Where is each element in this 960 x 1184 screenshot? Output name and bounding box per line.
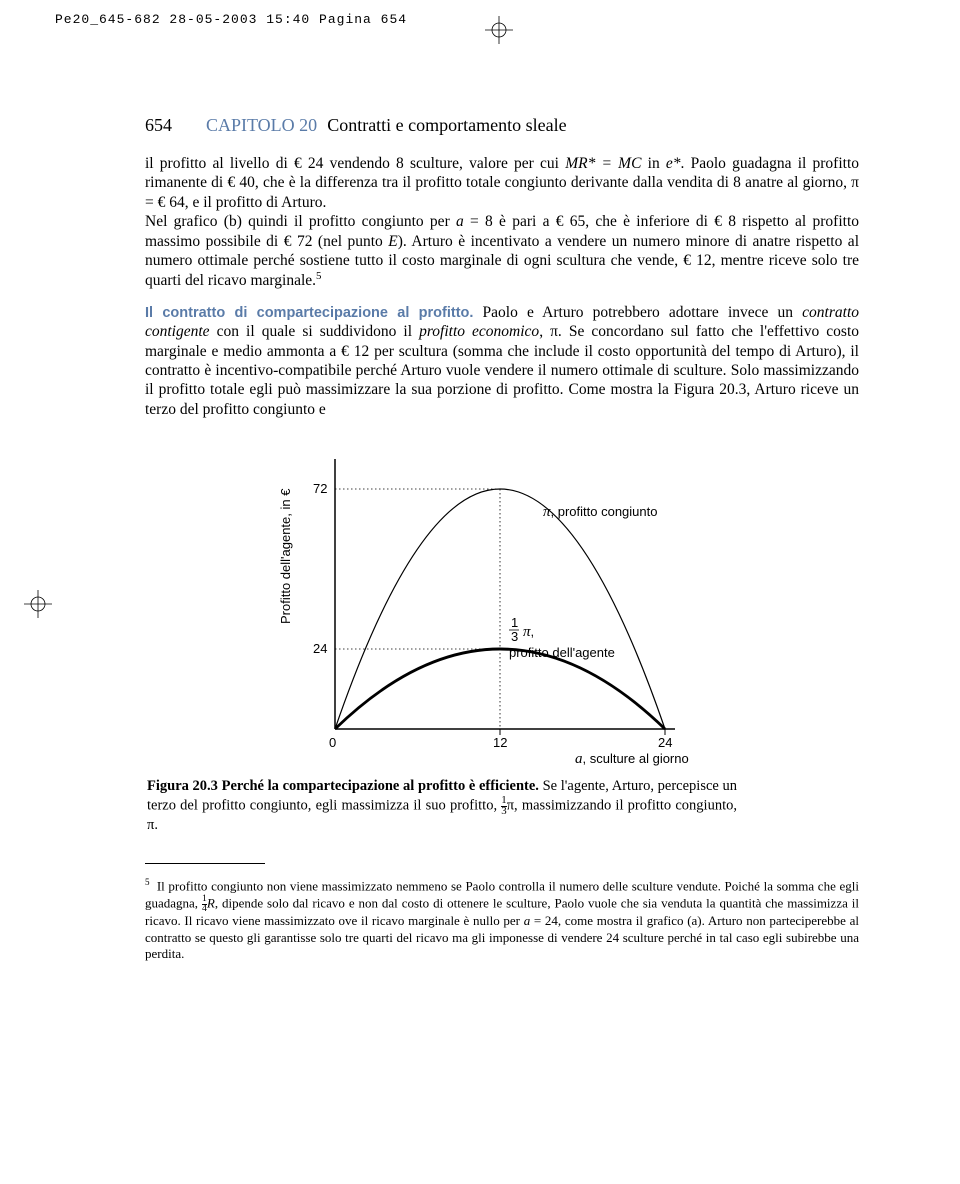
curve-bot-frac-den: 3: [511, 629, 518, 644]
ytick-24: 24: [313, 641, 327, 656]
xtick-0: 0: [329, 735, 336, 750]
curve-bot-pi: π,: [523, 624, 534, 640]
registration-mark-left-icon: [24, 590, 52, 618]
figure-caption: Figura 20.3 Perché la compartecipazione …: [145, 777, 739, 835]
chapter-label: CAPITOLO 20: [206, 115, 317, 136]
paragraph-3: Il contratto di compartecipazione al pro…: [145, 303, 859, 419]
y-axis-label: Profitto dell'agente, in €: [278, 488, 293, 624]
registration-mark-top-icon: [485, 16, 513, 44]
paragraph-2: Nel grafico (b) quindi il profitto congi…: [145, 212, 859, 291]
curve-bot-frac-num: 1: [511, 615, 518, 630]
xtick-12: 12: [493, 735, 507, 750]
curve-bot-label: profitto dell'agente: [509, 645, 615, 660]
profit-chart: Profitto dell'agente, in € 72 24 0 12 24…: [265, 449, 735, 769]
xtick-24: 24: [658, 735, 672, 750]
subheading: Il contratto di compartecipazione al pro…: [145, 305, 473, 321]
footnote-rule: [145, 863, 265, 864]
ytick-72: 72: [313, 481, 327, 496]
x-axis-label: a, sculture al giorno: [575, 751, 689, 767]
page-header: 654 CAPITOLO 20 Contratti e comportament…: [145, 115, 859, 136]
figure-20-3: Profitto dell'agente, in € 72 24 0 12 24…: [265, 449, 859, 835]
page-number: 654: [145, 115, 172, 136]
curve-top-label: π, profitto congiunto: [543, 504, 657, 520]
crop-info: Pe20_645-682 28-05-2003 15:40 Pagina 654: [55, 12, 407, 27]
footnote-5: 5 Il profitto congiunto non viene massim…: [145, 877, 859, 962]
chapter-title: Contratti e comportamento sleale: [327, 115, 566, 136]
paragraph-1: il profitto al livello di € 24 vendendo …: [145, 154, 859, 212]
